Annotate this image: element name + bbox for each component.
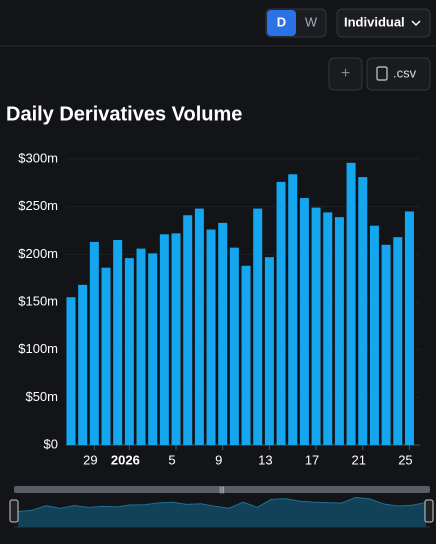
x-tick-label: 29 — [83, 452, 97, 467]
bar — [183, 215, 193, 445]
plot: $0 $50m $100m $150m $200m $250m $300m 29 2026 5 9 1… — [18, 150, 420, 467]
bar — [78, 284, 88, 445]
bar — [288, 174, 298, 445]
x-tick-label: 9 — [215, 452, 222, 467]
bar — [393, 237, 403, 445]
file-icon — [376, 66, 388, 81]
bar — [276, 181, 286, 445]
navigator-area — [18, 497, 426, 527]
navigator-line — [17, 496, 427, 512]
csv-label: .csv — [393, 65, 417, 80]
navigator-handle-left[interactable] — [9, 499, 19, 523]
bar — [229, 247, 239, 445]
bar — [311, 207, 321, 445]
dropdown-label: Individual — [344, 14, 405, 29]
bar — [101, 267, 111, 445]
bar — [66, 297, 76, 445]
navigator-grip: ||| — [219, 487, 225, 494]
d-label: D — [277, 14, 286, 29]
bar — [206, 229, 216, 445]
bar — [346, 162, 356, 445]
x-tick-label: 17 — [305, 452, 319, 467]
w-button[interactable]: W — [305, 14, 318, 29]
csv-button[interactable] — [366, 57, 431, 91]
y-tick-label: $250m — [18, 198, 58, 213]
d-button[interactable] — [267, 10, 296, 36]
bar — [124, 258, 134, 445]
navigator — [17, 496, 427, 527]
navigator-handle-right[interactable] — [424, 499, 434, 523]
y-tick-label: $150m — [18, 293, 58, 308]
bar — [334, 217, 344, 445]
bar — [381, 244, 391, 445]
x-tick-label: 13 — [258, 452, 272, 467]
bar — [369, 225, 379, 445]
x-tick-label: 21 — [352, 452, 366, 467]
bar — [323, 212, 333, 445]
chevron — [411, 20, 421, 26]
bar — [253, 208, 263, 445]
bar — [404, 211, 414, 445]
y-tick-label: $200m — [18, 246, 58, 261]
x-tick-label: 25 — [398, 452, 412, 467]
chart-title: Daily Derivatives Volume — [6, 103, 242, 125]
bar — [241, 265, 251, 445]
bar — [171, 233, 181, 445]
y-tick-label: $0 — [44, 436, 58, 451]
y-tick-label: $100m — [18, 341, 58, 356]
y-tick-label: $50m — [25, 389, 58, 404]
add-button[interactable] — [328, 57, 363, 91]
dropdown[interactable] — [336, 8, 431, 38]
bar — [148, 253, 158, 445]
bar — [89, 241, 99, 445]
x-tick-label: 5 — [168, 452, 175, 467]
navigator-bar[interactable] — [14, 486, 430, 493]
bar — [358, 177, 368, 445]
bar — [264, 257, 274, 445]
bar — [159, 234, 169, 445]
bar — [194, 208, 204, 445]
x-tick-label: 2026 — [111, 452, 140, 467]
bar — [218, 222, 228, 445]
add-label: + — [341, 65, 350, 82]
y-tick-label: $300m — [18, 150, 58, 165]
bar — [113, 240, 123, 445]
bar — [299, 198, 309, 445]
bar — [136, 248, 146, 445]
